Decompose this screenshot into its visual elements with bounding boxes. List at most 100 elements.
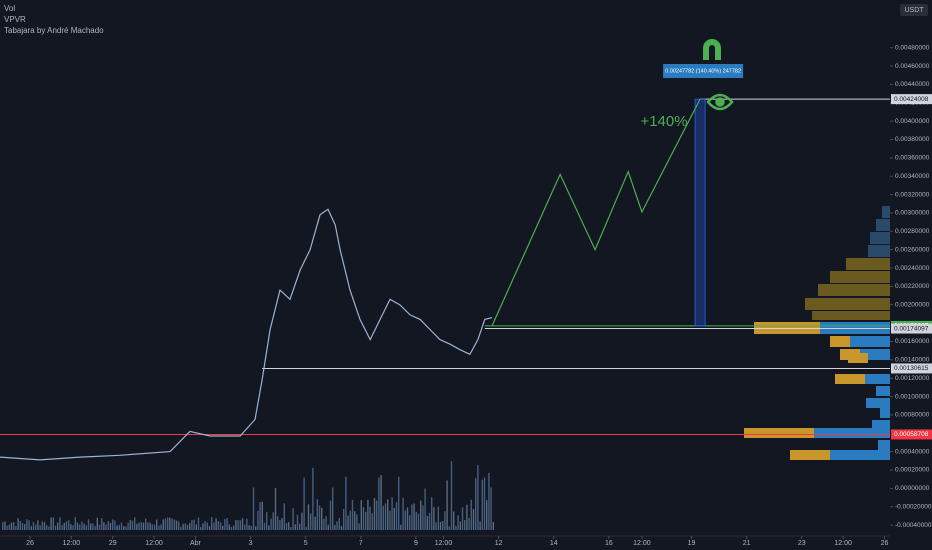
- volume-bar: [360, 500, 362, 530]
- volume-bar: [85, 525, 87, 530]
- profile-bar: [805, 298, 890, 310]
- volume-bar: [101, 518, 103, 530]
- volume-bar: [149, 522, 151, 530]
- volume-bar: [182, 523, 184, 530]
- level-label: 0.00424008: [894, 96, 929, 103]
- volume-bar: [180, 526, 182, 530]
- volume-bar: [164, 518, 167, 530]
- volume-bar: [257, 510, 259, 530]
- volume-bar: [123, 526, 125, 530]
- volume-bar: [37, 520, 39, 530]
- volume-bar: [422, 505, 424, 530]
- volume-bar: [65, 521, 68, 530]
- volume-bar: [279, 520, 281, 530]
- volume-bar: [351, 499, 354, 530]
- volume-bar: [244, 524, 246, 530]
- volume-bar: [327, 524, 329, 530]
- volume-bar: [305, 526, 307, 530]
- volume-bar: [211, 517, 213, 530]
- volume-bar: [334, 524, 336, 530]
- currency-badge[interactable]: [900, 4, 928, 16]
- magnet-icon[interactable]: [703, 39, 721, 60]
- volume-bar: [112, 519, 114, 530]
- y-tick-label: 0.00340000: [895, 173, 930, 180]
- price-line: [0, 208, 493, 461]
- volume-bar: [79, 524, 81, 530]
- profile-bar: [860, 349, 890, 360]
- volume-bar: [393, 507, 395, 530]
- volume-bar: [347, 515, 349, 530]
- volume-bar: [376, 500, 378, 530]
- y-tick-label: 0.00220000: [895, 283, 930, 290]
- volume-bar: [373, 497, 376, 530]
- volume-bar: [488, 472, 490, 530]
- volume-bar: [158, 525, 160, 530]
- volume-bar: [453, 511, 455, 530]
- volume-bar: [127, 522, 129, 530]
- volume-bar: [222, 525, 224, 530]
- profile-bar: [820, 322, 890, 334]
- eye-icon[interactable]: [706, 93, 734, 111]
- y-tick-label: 0.00380000: [895, 136, 930, 143]
- volume-bar: [466, 504, 468, 530]
- y-tick-label: 0.00080000: [895, 412, 930, 419]
- indicator-label: Tabajara by André Machado: [4, 26, 104, 35]
- volume-bar: [266, 512, 268, 530]
- volume-bar: [94, 526, 96, 530]
- volume-bar: [389, 510, 391, 530]
- volume-bar: [246, 518, 248, 530]
- y-tick-label: -0.00020000: [895, 503, 932, 510]
- volume-bar: [409, 515, 411, 530]
- volume-bar: [204, 521, 206, 530]
- volume-bar: [263, 522, 266, 530]
- volume-bar: [272, 512, 274, 530]
- volume-bar: [125, 526, 127, 530]
- volume-bar: [248, 525, 250, 530]
- x-tick-label: 14: [550, 540, 558, 547]
- volume-bar: [391, 497, 393, 530]
- volume-bar: [439, 521, 442, 530]
- volume-bar: [178, 521, 180, 530]
- currency-label[interactable]: USDT: [904, 7, 924, 14]
- y-tick-label: 0.00460000: [895, 63, 930, 70]
- y-tick-label: 0.00100000: [895, 393, 930, 400]
- volume-bar: [358, 523, 360, 530]
- volume-bar: [417, 513, 420, 530]
- volume-bar: [35, 524, 37, 530]
- x-tick-label: 3: [249, 540, 253, 547]
- volume-bar: [63, 522, 65, 530]
- volume-bar: [41, 521, 43, 530]
- volume-bar: [369, 506, 371, 530]
- volume-bar: [136, 523, 138, 530]
- x-tick-label: 21: [743, 540, 751, 547]
- x-tick-label: 5: [304, 540, 308, 547]
- volume-bar: [107, 520, 109, 530]
- volume-bar: [343, 508, 345, 530]
- volume-bar: [142, 522, 145, 530]
- volume-bar: [50, 517, 52, 530]
- volume-bar: [404, 510, 406, 530]
- x-tick-label: 12:00: [435, 540, 453, 547]
- volume-bar: [6, 525, 8, 530]
- volume-bar: [213, 522, 215, 530]
- measure-box: [663, 64, 744, 78]
- volume-bar: [74, 517, 76, 530]
- plot: 0.00247782 (140.40%) 247782 +140%: [0, 64, 890, 461]
- profile-bar: [848, 353, 868, 363]
- y-tick-label: 0.00280000: [895, 228, 930, 235]
- volume-bar: [259, 502, 261, 530]
- y-tick-label: 0.00480000: [895, 44, 930, 51]
- volume-profile: [744, 206, 890, 460]
- volume-bar: [400, 524, 402, 530]
- volume-bar: [76, 522, 79, 530]
- volume-bar: [202, 523, 204, 530]
- volume-bar: [138, 522, 140, 530]
- price-scale: [890, 0, 932, 550]
- level-label: 0.00058708: [894, 431, 929, 438]
- volume-bar: [290, 526, 292, 530]
- profile-bar: [744, 428, 814, 438]
- y-tick-label: 0.00120000: [895, 375, 930, 382]
- volume-bar: [457, 515, 459, 530]
- level-badge: [891, 429, 932, 440]
